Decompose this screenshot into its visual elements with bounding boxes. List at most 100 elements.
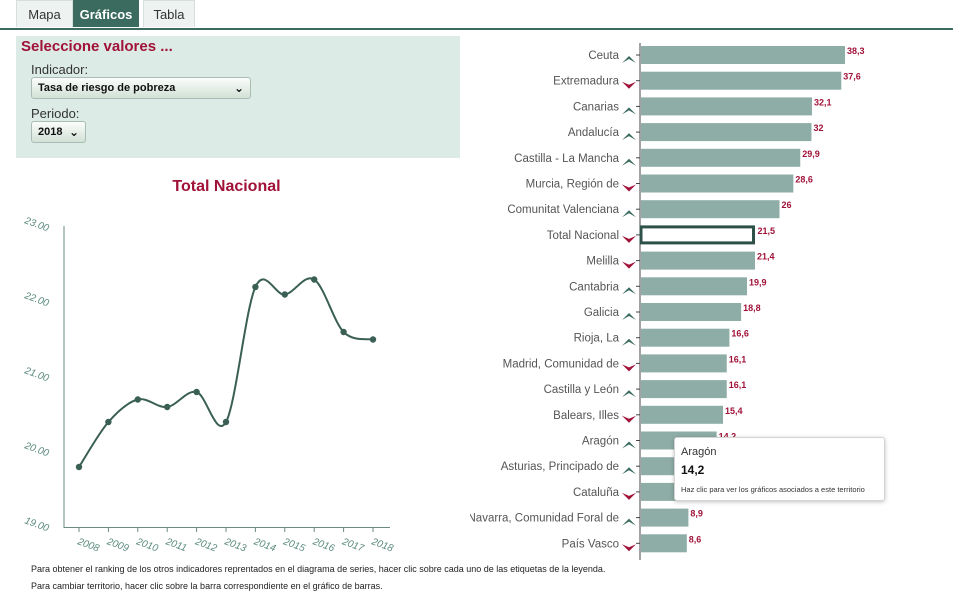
bar[interactable]	[641, 200, 780, 219]
selector-title: Seleccione valores ...	[21, 38, 173, 55]
data-point[interactable]	[193, 388, 200, 396]
bar[interactable]	[641, 277, 747, 296]
period-select-value: 2018	[38, 126, 63, 138]
trend-down-icon	[622, 235, 636, 243]
bar-category-label[interactable]: Galicia	[584, 307, 620, 319]
data-point[interactable]	[369, 336, 377, 343]
bar-value-label: 8,6	[689, 534, 702, 544]
bar[interactable]	[641, 534, 687, 553]
bar[interactable]	[641, 46, 845, 64]
data-point[interactable]	[75, 463, 83, 471]
data-point[interactable]	[134, 396, 141, 403]
bar-value-label: 37,6	[843, 72, 861, 82]
bar-tooltip: Aragón 14,2 Haz clic para ver los gráfic…	[674, 437, 885, 501]
bar-category-label[interactable]: Canarias	[573, 101, 619, 113]
bar-category-label[interactable]: Melilla	[586, 256, 619, 268]
bar-category-label[interactable]: Castilla y León	[544, 384, 619, 396]
trend-down-icon	[622, 364, 636, 372]
bar-value-label: 21,5	[758, 226, 776, 236]
bar-value-label: 32,1	[814, 97, 832, 107]
bar-category-label[interactable]: Ceuta	[588, 50, 619, 62]
bar-category-label[interactable]: Cataluña	[573, 487, 620, 499]
bar-value-label: 16,6	[731, 329, 749, 339]
tab-graficos[interactable]: Gráficos	[73, 0, 139, 27]
trend-up-icon	[622, 210, 636, 218]
bar-category-label[interactable]: País Vasco	[562, 538, 619, 550]
trend-up-icon	[622, 467, 636, 475]
bar-category-label[interactable]: Cantabria	[569, 281, 619, 293]
bar[interactable]	[641, 148, 801, 167]
trend-down-icon	[622, 544, 636, 552]
period-label: Periodo:	[31, 106, 80, 121]
bar[interactable]	[641, 380, 727, 399]
bar-category-label[interactable]: Andalucía	[568, 127, 620, 139]
bar[interactable]	[641, 405, 724, 424]
chevron-down-icon: ⌄	[68, 125, 79, 139]
trend-up-icon	[622, 158, 636, 166]
trend-up-icon	[622, 441, 636, 449]
line-chart-title: Total Nacional	[172, 178, 281, 195]
bar[interactable]	[641, 174, 794, 193]
trend-up-icon	[622, 287, 636, 295]
trend-up-icon	[622, 390, 636, 398]
bar-category-label[interactable]: Castilla - La Mancha	[514, 153, 619, 165]
bar-category-label[interactable]: Navarra, Comunidad Foral de	[468, 513, 620, 525]
data-point[interactable]	[164, 403, 171, 411]
indicator-select[interactable]: Tasa de riesgo de pobreza ⌄	[31, 77, 251, 99]
tooltip-hint: Haz clic para ver los gráficos asociados…	[681, 485, 865, 494]
bar-value-label: 8,9	[690, 509, 703, 519]
bar-value-label: 14,2	[719, 432, 737, 442]
bar[interactable]	[641, 328, 730, 347]
bar-value-label: 15,4	[725, 406, 743, 416]
data-point[interactable]	[281, 291, 288, 298]
bar-value-label: 28,6	[795, 175, 813, 185]
data-point[interactable]	[105, 418, 112, 426]
bar[interactable]	[641, 508, 689, 527]
bar-category-label[interactable]: Aragón	[582, 436, 619, 448]
trend-down-icon	[622, 492, 636, 500]
trend-down-icon	[622, 184, 636, 192]
selector-panel: Seleccione valores ... Indicador: Tasa d…	[16, 36, 460, 158]
bar-category-label[interactable]: Total Nacional	[547, 230, 619, 242]
data-point[interactable]	[311, 276, 318, 283]
indicator-select-value: Tasa de riesgo de pobreza	[38, 82, 176, 94]
footnote-ranking: Para obtener el ranking de los otros ind…	[31, 564, 606, 574]
bar-category-label[interactable]: Murcia, Región de	[526, 179, 619, 191]
data-point[interactable]	[222, 418, 230, 426]
bar-value-label: 16,1	[729, 354, 747, 364]
bar-category-label[interactable]: Balears, Illes	[553, 410, 619, 422]
bar[interactable]	[641, 123, 812, 142]
bar-category-label[interactable]: Comunitat Valenciana	[507, 204, 619, 216]
indicator-label: Indicador:	[31, 62, 89, 77]
bar-value-label: 38,3	[847, 46, 865, 56]
bar-value-label: 32	[813, 123, 823, 133]
bar-value-label: 16,1	[729, 380, 747, 390]
bar[interactable]	[641, 354, 727, 373]
tooltip-territory: Aragón	[681, 446, 717, 458]
trend-up-icon	[622, 518, 636, 526]
trend-down-icon	[622, 415, 636, 423]
bar-value-label: 29,9	[802, 149, 820, 159]
tab-mapa[interactable]: Mapa	[16, 0, 73, 27]
tab-tabla[interactable]: Tabla	[143, 0, 195, 27]
bar[interactable]	[641, 251, 755, 270]
period-select[interactable]: 2018 ⌄	[31, 121, 86, 143]
bar-highlighted[interactable]	[639, 225, 756, 245]
data-point[interactable]	[340, 328, 347, 336]
footnote-territory: Para cambiar territorio, hacer clic sobr…	[31, 581, 383, 591]
bar-category-label[interactable]: Madrid, Comunidad de	[503, 358, 619, 370]
bar-category-label[interactable]: Extremadura	[553, 76, 619, 88]
bar[interactable]	[641, 71, 842, 90]
bar[interactable]	[641, 303, 742, 321]
trend-up-icon	[622, 338, 636, 346]
bar-category-label[interactable]: Asturias, Principado de	[501, 461, 619, 473]
data-point[interactable]	[252, 283, 259, 291]
trend-down-icon	[622, 81, 636, 89]
bar[interactable]	[641, 97, 812, 116]
series-line	[78, 277, 374, 468]
bar-category-label[interactable]: Rioja, La	[574, 333, 620, 345]
chevron-down-icon: ⌄	[233, 81, 244, 95]
tab-bar: Mapa Gráficos Tabla	[0, 0, 953, 30]
